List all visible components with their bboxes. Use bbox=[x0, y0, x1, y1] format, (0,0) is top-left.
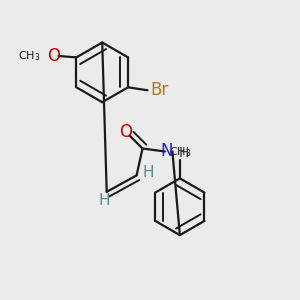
Text: H: H bbox=[142, 166, 154, 181]
Text: CH$_3$: CH$_3$ bbox=[18, 49, 40, 63]
Text: H: H bbox=[99, 193, 110, 208]
Text: N: N bbox=[161, 142, 173, 160]
Text: O: O bbox=[120, 123, 133, 141]
Text: CH$_3$: CH$_3$ bbox=[169, 145, 191, 159]
Text: H: H bbox=[178, 146, 189, 160]
Text: Br: Br bbox=[150, 81, 168, 99]
Text: O: O bbox=[47, 47, 61, 65]
